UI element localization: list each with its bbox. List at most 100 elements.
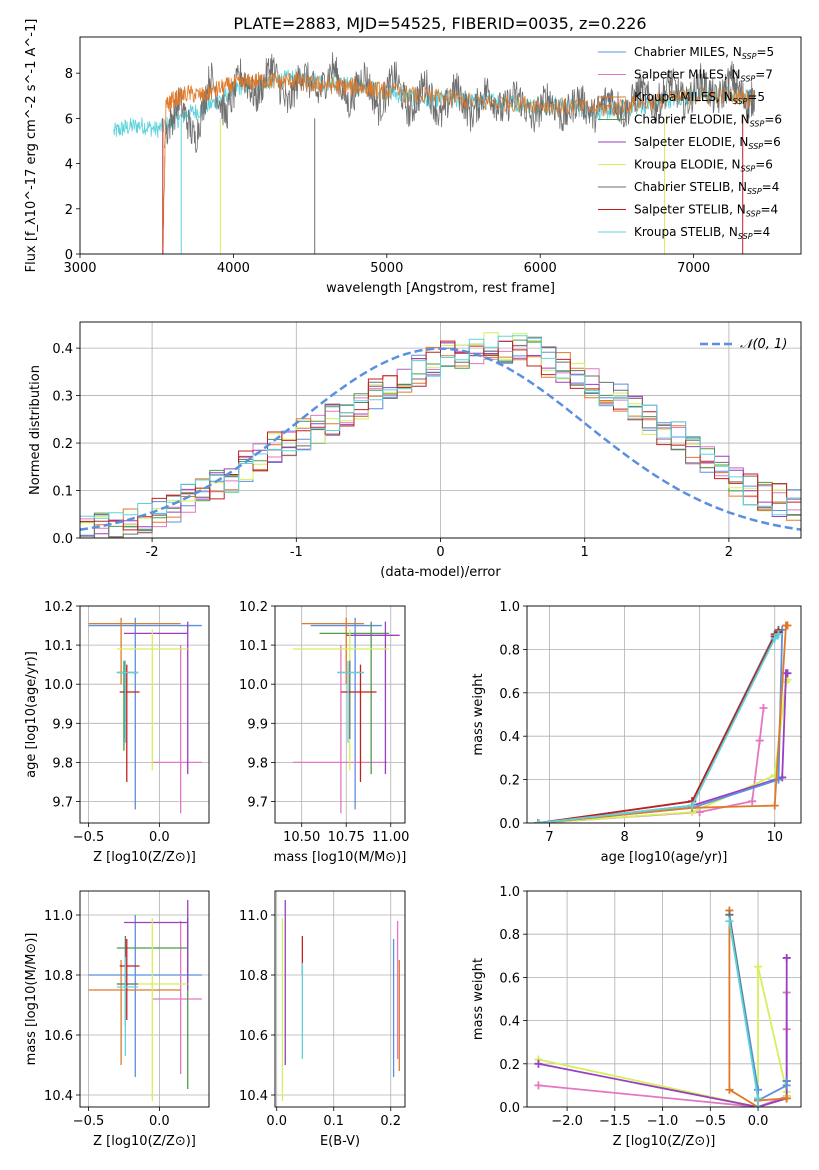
y-axis-label: age [log10(age/yr)]	[24, 651, 39, 778]
x-axis-label: Z [log10(Z/Z⊙)]	[613, 1134, 716, 1149]
grid-lines	[527, 890, 801, 1108]
weight-line	[538, 629, 780, 823]
legend-label: Chabrier ELODIE, NSSP=6	[634, 113, 782, 129]
weight-marker	[534, 1059, 543, 1068]
x-tick-label: 7	[545, 830, 553, 845]
x-tick-label: 7000	[677, 261, 710, 276]
x-axis-label: age [log10(age/yr)]	[601, 850, 728, 865]
x-tick-label: 6000	[524, 261, 557, 276]
weight-marker	[783, 669, 792, 678]
x-tick-label: 5000	[370, 261, 403, 276]
weight-line	[538, 633, 780, 823]
legend-label: Chabrier MILES, NSSP=5	[634, 45, 774, 61]
plot-area	[80, 332, 801, 538]
errorbar-kroupa-elodie	[116, 918, 188, 1101]
weight-marker	[782, 1094, 791, 1103]
weight-marker	[754, 1103, 763, 1107]
weight-line	[538, 629, 784, 823]
axes-frame	[274, 605, 406, 824]
y-tick-label: 9.8	[52, 756, 73, 771]
errorbar-salpeter-stelib	[119, 939, 140, 1020]
x-tick-label: 1	[581, 545, 589, 560]
grid-lines	[527, 605, 801, 824]
axes-frame	[526, 605, 802, 824]
axes-frame	[79, 890, 210, 1108]
y-tick-label: 8	[65, 67, 73, 82]
plot-area	[281, 900, 400, 1101]
errorbar-salpeter-elodie	[346, 621, 400, 775]
x-tick-label: −1.5	[599, 1114, 631, 1129]
gaussian-curve	[80, 347, 801, 531]
chart-panel-age-vs-Z: −0.5 0.0 9.7 9.8 9.9 10.0 10.1 10.2 Z [log10(Z/Z…	[24, 600, 210, 865]
plot-area	[113, 52, 756, 254]
legend: Chabrier MILES, NSSP=5 Salpeter MILES, NS…	[598, 45, 782, 241]
x-tick-label: 11.00	[372, 830, 409, 845]
y-tick-label: 10.4	[44, 1089, 73, 1104]
y-tick-label: 0.4	[52, 342, 73, 357]
errorbar-chabrier-miles	[88, 617, 202, 810]
weight-marker	[783, 621, 792, 630]
y-tick-label: 10.2	[239, 600, 268, 615]
weight-line	[728, 921, 759, 1107]
y-tick-label: 6	[65, 112, 73, 127]
x-tick-label: 0.1	[323, 1114, 344, 1129]
axes-frame	[274, 890, 406, 1108]
legend-label: 𝒩(0, 1)	[740, 337, 787, 352]
x-tick-label: −0.5	[73, 830, 105, 845]
spectrum-line-kroupa-miles	[162, 71, 755, 254]
errorbar-salpeter-miles	[152, 645, 202, 814]
axes-frame	[79, 321, 802, 539]
x-axis-label: mass [log10(M/M⊙)]	[274, 850, 407, 865]
y-tick-label: 0.1	[52, 485, 73, 500]
chart-panel-mass-vs-Z: −0.5 0.0 10.4 10.6 10.8 11.0 Z [log10(Z/Z⊙)] ma…	[24, 890, 210, 1149]
y-tick-label: 10.1	[239, 639, 268, 654]
axes-frame	[79, 605, 210, 824]
y-axis-label: mass weight	[471, 958, 486, 1040]
errorbar-chabrier-miles	[88, 915, 202, 1077]
weight-marker	[770, 634, 779, 643]
x-axis-label: Z [log10(Z/Z⊙)]	[93, 1134, 196, 1149]
figure-title: PLATE=2883, MJD=54525, FIBERID=0035, z=0…	[233, 14, 646, 33]
y-tick-label: 0	[65, 248, 73, 263]
legend-label: Kroupa MILES, NSSP=5	[634, 90, 765, 106]
weight-series-kroupa-stelib	[534, 630, 783, 823]
errorbar-chabrier-elodie	[319, 621, 389, 775]
y-tick-label: 10.8	[44, 969, 73, 984]
errorbar-kroupa-miles	[88, 960, 181, 1065]
x-tick-label: 10.75	[328, 830, 365, 845]
plot-area	[534, 906, 791, 1107]
axes-frame	[526, 890, 802, 1108]
y-tick-label: 4	[65, 158, 73, 173]
weight-marker	[770, 801, 779, 810]
x-tick-label: −0.5	[695, 1114, 727, 1129]
errorbar-kroupa-miles	[301, 617, 365, 685]
y-tick-label: 11.0	[44, 909, 73, 924]
y-tick-label: 10.6	[239, 1029, 268, 1044]
errorbar-salpeter-miles	[152, 921, 202, 1074]
weight-line	[538, 624, 788, 823]
weight-marker	[725, 1085, 734, 1094]
weight-series-salpeter-stelib	[534, 628, 783, 823]
y-tick-label: 0.2	[499, 774, 520, 789]
errorbar-salpeter-elodie	[123, 621, 189, 775]
x-tick-label: 0.0	[266, 1114, 287, 1129]
legend-label: Kroupa ELODIE, NSSP=6	[634, 158, 773, 174]
errorbar-kroupa-stelib	[116, 957, 139, 1056]
errorbar-salpeter-elodie	[123, 900, 189, 990]
y-tick-label: 10.2	[44, 600, 73, 615]
x-tick-label: 8	[620, 830, 628, 845]
weight-line	[728, 910, 787, 1107]
x-tick-label: 3000	[63, 261, 96, 276]
errorbar-kroupa-stelib	[116, 660, 139, 743]
x-tick-label: -1	[290, 545, 303, 560]
y-tick-label: 9.9	[52, 717, 73, 732]
weight-marker	[748, 797, 757, 806]
x-tick-label: 10.50	[283, 830, 320, 845]
grid-lines	[275, 891, 405, 1107]
chart-panel-spectrum: 3000 4000 5000 6000 7000 0 2 4 6 8 wavelength [Ang…	[24, 19, 802, 296]
x-tick-label: 0	[436, 545, 444, 560]
y-tick-label: 2	[65, 203, 73, 218]
weight-series-chabrier-miles	[534, 625, 787, 823]
y-axis-label: mass [log10(M/M⊙)]	[24, 933, 39, 1066]
